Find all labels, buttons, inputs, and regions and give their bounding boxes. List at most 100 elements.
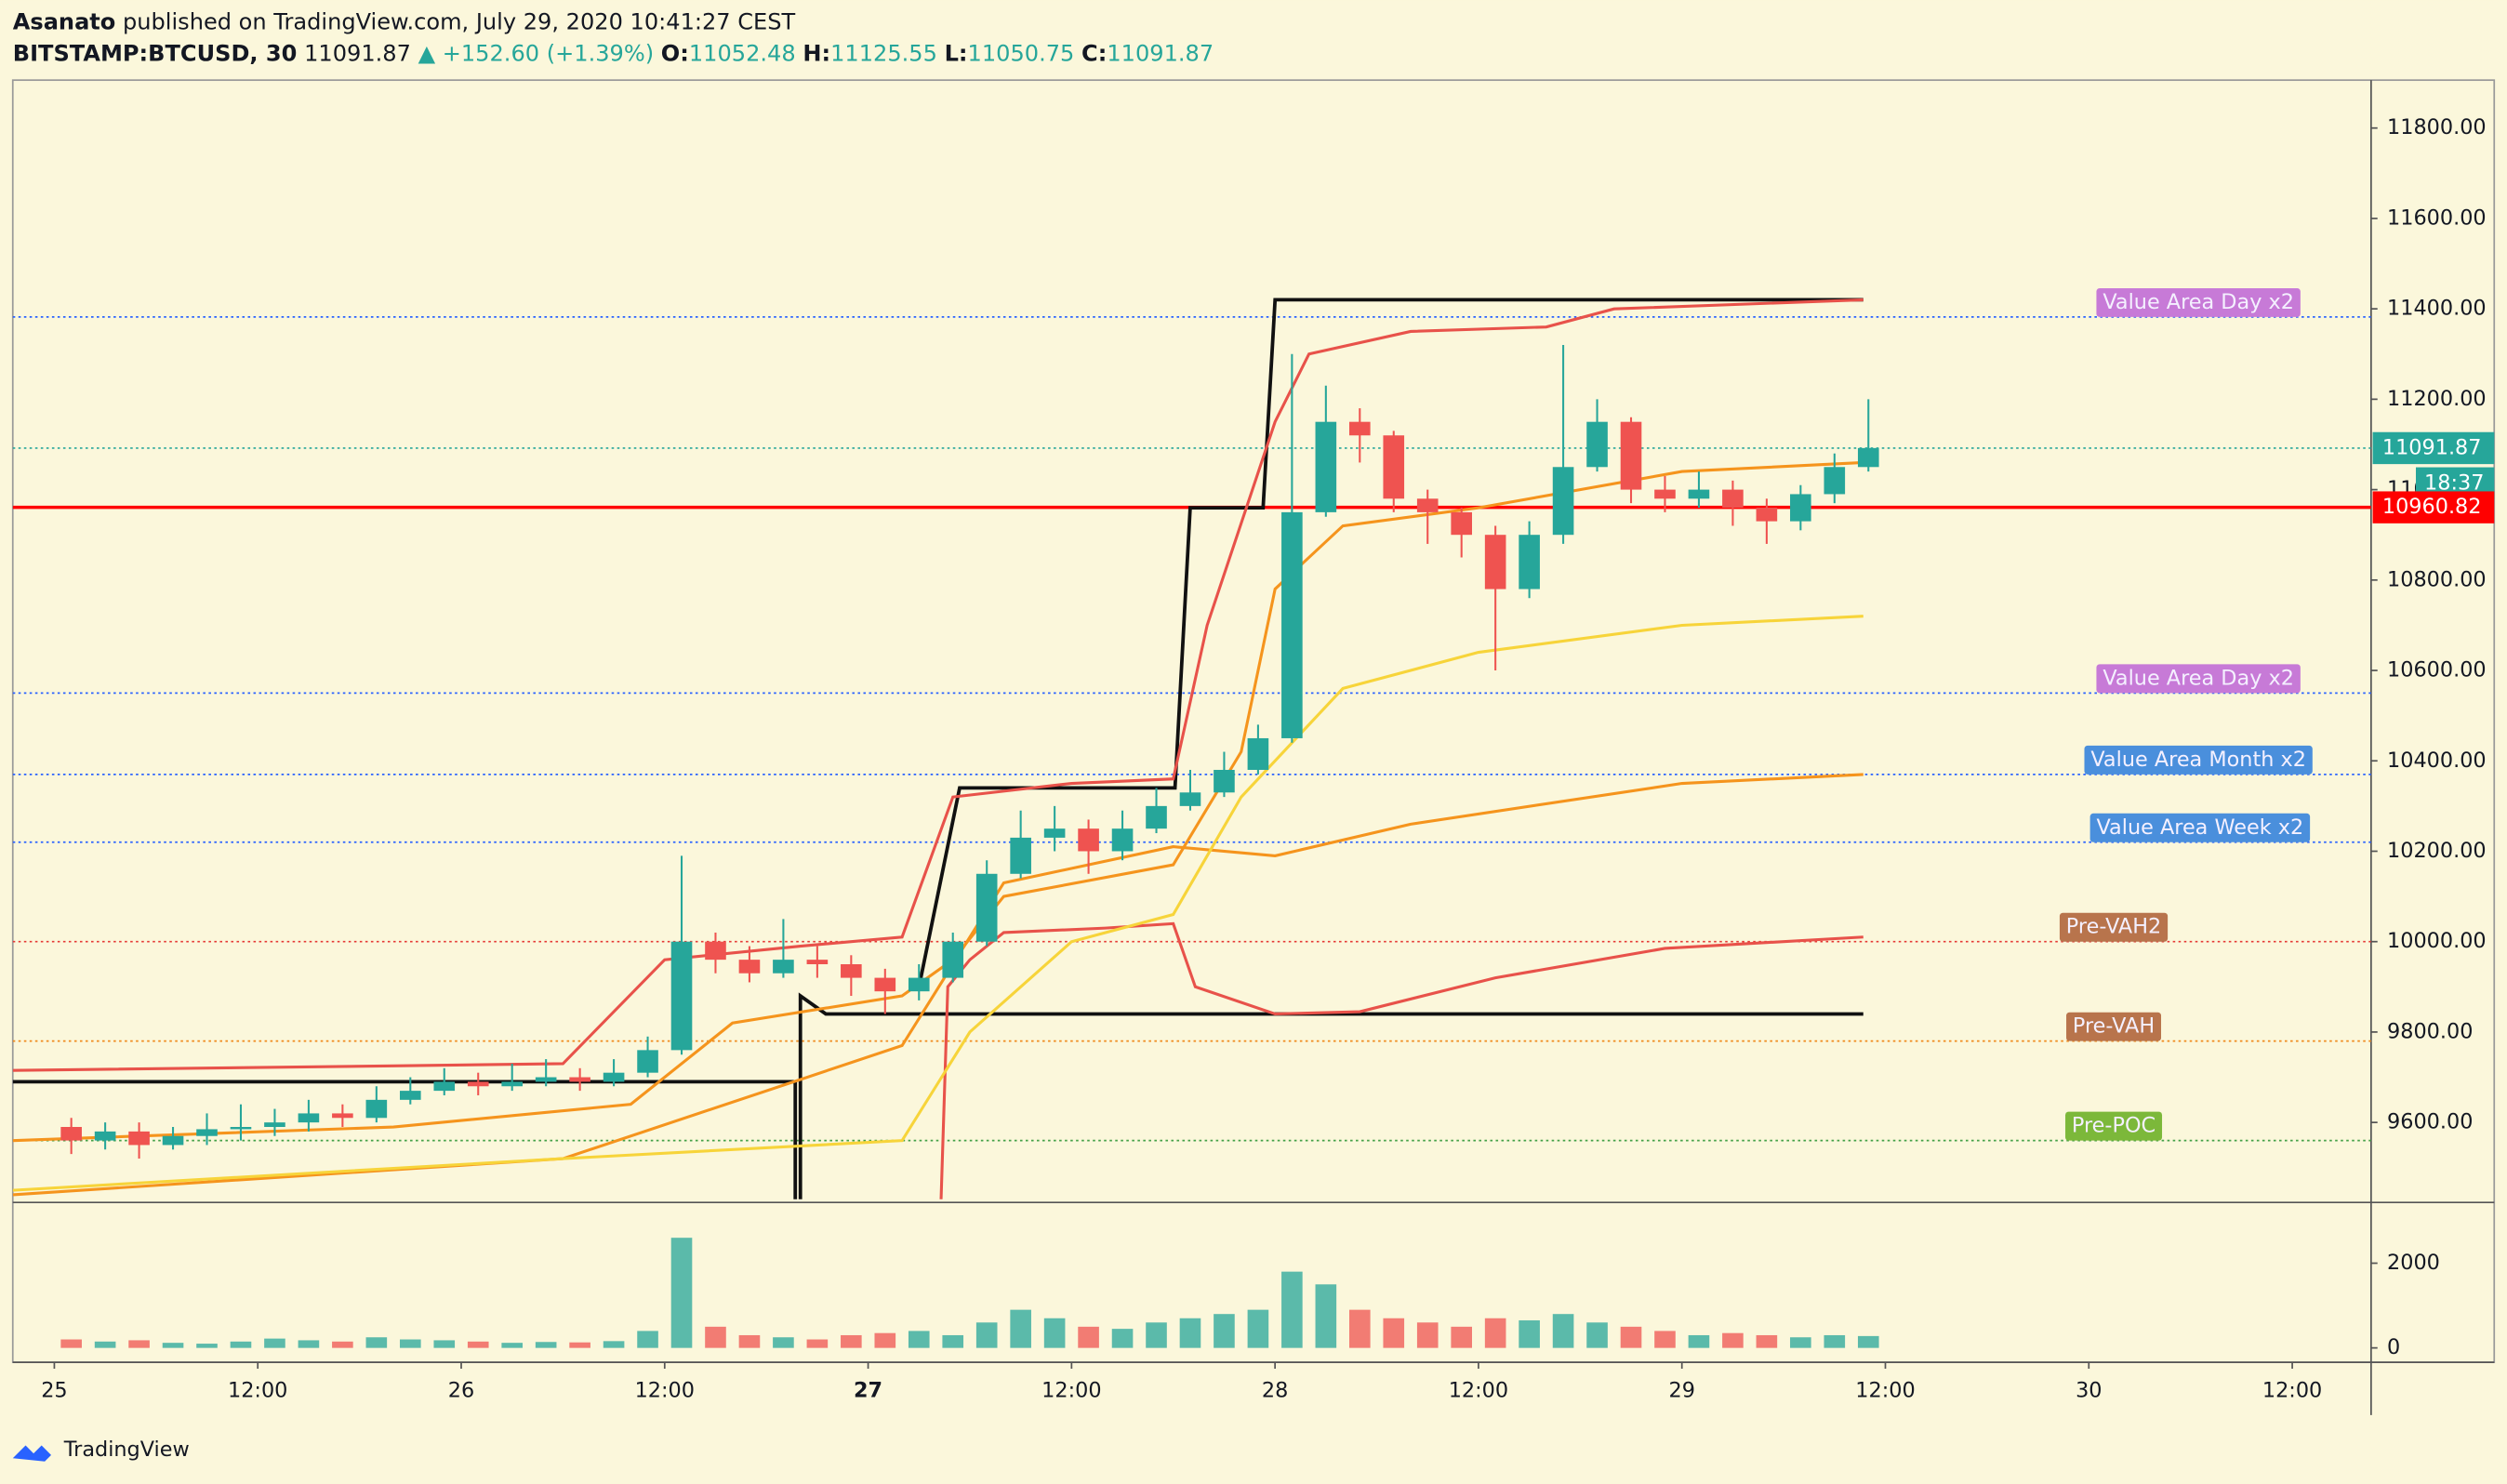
candle-body xyxy=(1688,489,1710,499)
volume-bar xyxy=(975,1322,998,1348)
volume-bar xyxy=(1586,1322,1608,1348)
volume-bar xyxy=(196,1344,218,1348)
volume-bar xyxy=(908,1331,930,1348)
volume-bar xyxy=(705,1326,726,1348)
brand: TradingView xyxy=(63,1438,190,1462)
volume-bar xyxy=(1078,1326,1099,1348)
volume-bar xyxy=(1519,1320,1540,1348)
candle-body xyxy=(60,1127,82,1141)
candle-body xyxy=(1281,511,1303,738)
level-label: Value Area Week x2 xyxy=(2089,813,2311,842)
level-label-text: Value Area Day x2 xyxy=(2102,666,2294,690)
level-label-box xyxy=(2059,912,2169,942)
volume-bar xyxy=(670,1238,693,1348)
volume-bar xyxy=(806,1339,829,1348)
indicator-line xyxy=(917,298,1864,987)
l-label: L: xyxy=(945,41,968,67)
x-tick-label: 12:00 xyxy=(635,1379,695,1403)
volume-bar xyxy=(1111,1329,1134,1348)
candle-body xyxy=(298,1113,320,1123)
volume-bar xyxy=(433,1340,456,1348)
candle-body xyxy=(1247,737,1269,770)
candle-body xyxy=(1484,535,1506,590)
x-tick-label: 30 xyxy=(2076,1379,2102,1403)
candle-body xyxy=(467,1081,489,1087)
candle-body xyxy=(1722,489,1744,509)
volume-bar xyxy=(1451,1326,1472,1348)
volume-bar xyxy=(1043,1318,1066,1348)
candle-body xyxy=(1519,535,1540,590)
y-tick-label: 10600.00 xyxy=(2387,658,2487,682)
y-tick-label: 11400.00 xyxy=(2387,297,2487,321)
candle-body xyxy=(942,941,964,978)
level-label: Value Area Month x2 xyxy=(2084,745,2313,775)
candle-body xyxy=(196,1129,218,1136)
candle-body xyxy=(975,873,998,942)
volume-bar xyxy=(1722,1332,1744,1348)
x-tick-label: 12:00 xyxy=(1855,1379,1915,1403)
y-tick-label: 11200.00 xyxy=(2387,387,2487,411)
candle-body xyxy=(603,1072,625,1082)
x-tick-label: 29 xyxy=(1668,1379,1694,1403)
volume-bar xyxy=(230,1341,252,1348)
candle-body xyxy=(433,1081,456,1092)
level-label: Value Area Day x2 xyxy=(2096,664,2301,694)
candle-body xyxy=(1078,828,1099,852)
volume-bar xyxy=(1552,1314,1574,1348)
price-label-box xyxy=(2372,491,2495,523)
volume-bar xyxy=(773,1337,794,1348)
level-label-text: Pre-POC xyxy=(2072,1114,2155,1138)
c-value: 11091.87 xyxy=(1107,41,1214,67)
level-label: Pre-VAH xyxy=(2066,1012,2162,1041)
volume-bar xyxy=(162,1343,184,1348)
o-value: 11052.48 xyxy=(689,41,796,67)
candle-body xyxy=(128,1131,150,1146)
volume-bar xyxy=(94,1341,116,1348)
x-tick-label: 12:00 xyxy=(228,1379,287,1403)
level-label-box xyxy=(2066,1012,2162,1041)
volume-bar xyxy=(60,1339,82,1348)
candle-body xyxy=(1586,421,1608,468)
volume-bar xyxy=(603,1341,625,1348)
h-label: H: xyxy=(803,41,830,67)
candle-body xyxy=(1043,828,1066,838)
indicator-line xyxy=(798,992,1864,1199)
volume-bar xyxy=(332,1341,353,1348)
candle-body xyxy=(1654,489,1676,499)
published: published on TradingView.com, July 29, 2… xyxy=(123,8,796,34)
level-label-box xyxy=(2065,1111,2163,1141)
x-tick-label: 27 xyxy=(854,1379,882,1403)
countdown: 18:37 xyxy=(2424,470,2484,495)
candle-body xyxy=(1756,508,1778,522)
level-label-text: Value Area Month x2 xyxy=(2090,748,2306,772)
level-label-text: Pre-VAH xyxy=(2073,1014,2155,1039)
x-tick-label: 28 xyxy=(1262,1379,1288,1403)
volume-bar xyxy=(1281,1271,1303,1348)
volume-bar xyxy=(467,1341,489,1348)
candle-body xyxy=(1620,421,1642,490)
volume-bar xyxy=(569,1342,590,1348)
indicator-line xyxy=(939,921,1864,1199)
candle-body xyxy=(1111,828,1134,852)
volume-bar xyxy=(399,1339,421,1348)
y-tick-label: 11600.00 xyxy=(2387,205,2487,230)
candle-body xyxy=(1214,769,1235,793)
volume-bar xyxy=(1654,1331,1676,1348)
level-label-box xyxy=(2096,287,2301,317)
y-tick-label: 11800.00 xyxy=(2387,115,2487,139)
tradingview-logo: TradingView xyxy=(12,1438,190,1462)
volume-bar xyxy=(841,1334,862,1348)
volume-bar xyxy=(1620,1326,1642,1348)
volume-bar xyxy=(1247,1309,1269,1348)
indicator-line xyxy=(12,460,1864,1143)
candle-body xyxy=(874,977,896,992)
candle-body xyxy=(162,1135,184,1146)
level-label-box xyxy=(2096,664,2301,694)
volume-bar xyxy=(637,1331,658,1348)
y-tick-label: 10200.00 xyxy=(2387,839,2487,863)
candle-body xyxy=(1179,792,1201,806)
volume-bar xyxy=(1824,1334,1846,1348)
y-tick-label: 9800.00 xyxy=(2387,1019,2473,1043)
